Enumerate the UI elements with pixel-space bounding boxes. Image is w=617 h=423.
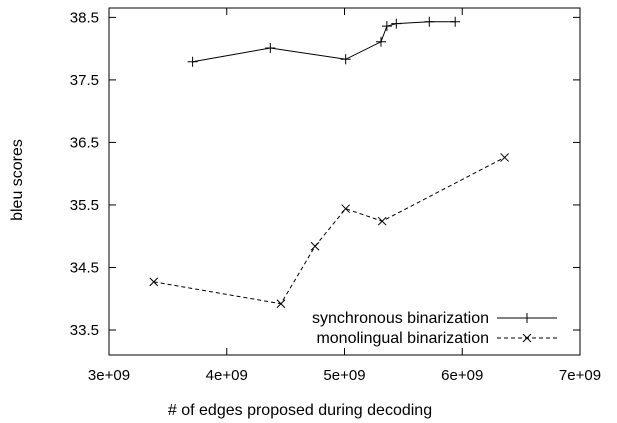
data-point [391,18,402,29]
data-point [265,43,276,54]
data-point [424,16,435,27]
data-point [276,299,286,309]
data-point [376,36,387,47]
x-tick-label: 5e+09 [323,367,365,384]
data-point [340,54,351,65]
series-1 [187,16,461,67]
plot-frame [108,7,581,356]
x-tick-label: 6e+09 [441,367,483,384]
data-point [149,277,159,287]
data-point [310,241,320,251]
data-point [377,216,387,226]
y-tick-label: 35.5 [70,197,99,214]
data-point [341,204,351,214]
legend-marker [522,313,532,323]
x-axis-label: # of edges proposed during decoding [168,402,432,419]
data-point [381,21,392,32]
x-tick-label: 4e+09 [206,367,248,384]
series-layer [149,16,509,309]
y-tick-label: 36.5 [70,134,99,151]
legend-marker [522,333,532,343]
y-tick-label: 37.5 [70,72,99,89]
legend: synchronous binarization monolingual bina… [312,310,557,347]
y-tick-label: 33.5 [70,322,99,339]
data-point [500,153,509,162]
x-tick-label: 7e+09 [559,367,601,384]
y-tick-label: 34.5 [70,259,99,276]
data-point [187,56,198,67]
series-2 [149,153,509,309]
legend-label: synchronous binarization [312,310,489,327]
y-axis-label: bleu scores [9,139,26,221]
legend-label: monolingual binarization [316,330,489,347]
y-axis: 33.5 34.5 35.5 36.5 37.5 38.5 [70,9,580,339]
series-line [192,21,456,63]
series-line [153,156,505,305]
x-axis: 3e+09 4e+09 5e+09 6e+09 7e+09 [88,8,601,384]
y-tick-label: 38.5 [70,9,99,26]
data-point [450,16,461,27]
x-tick-label: 3e+09 [88,367,130,384]
